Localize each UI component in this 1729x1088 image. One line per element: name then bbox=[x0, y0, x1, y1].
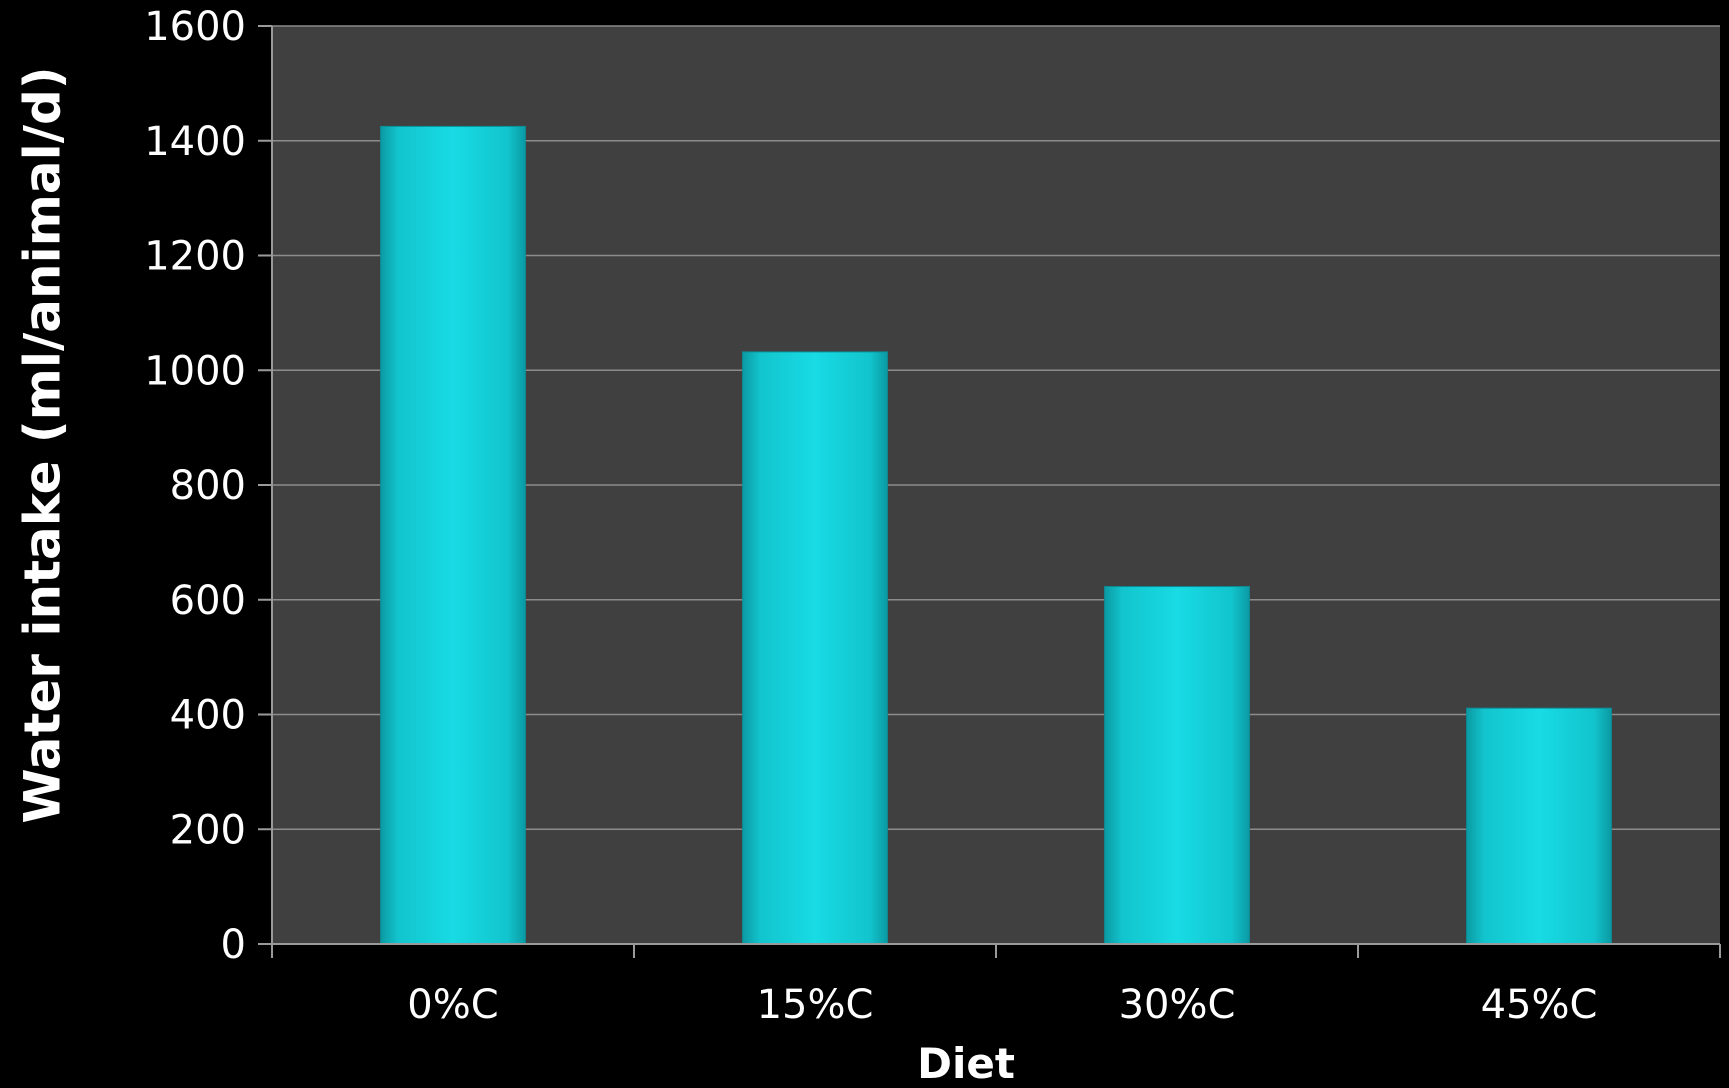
y-axis: 0 200 400 600 800 1000 1200 1400 1600 bbox=[144, 4, 273, 968]
bar-15%C bbox=[742, 351, 888, 945]
y-tick-label: 400 bbox=[170, 693, 246, 739]
y-tick-label: 1000 bbox=[144, 348, 246, 394]
x-tick-label: 30%C bbox=[1119, 982, 1236, 1028]
x-tick-label: 45%C bbox=[1481, 982, 1598, 1028]
y-tick-label: 0 bbox=[221, 922, 246, 968]
bars bbox=[380, 125, 1612, 945]
bar-45%C bbox=[1466, 707, 1612, 945]
y-tick-label: 1400 bbox=[144, 119, 246, 165]
x-tick-label: 15%C bbox=[757, 982, 874, 1028]
x-axis: 0%C 15%C 30%C 45%C bbox=[271, 943, 1721, 1028]
y-tick-label: 1200 bbox=[144, 234, 246, 280]
y-tick-label: 200 bbox=[170, 807, 246, 853]
y-tick-label: 600 bbox=[170, 578, 246, 624]
x-axis-title: Diet bbox=[917, 1039, 1015, 1088]
bar-0%C bbox=[380, 125, 526, 945]
y-axis-title: Water intake (ml/animal/d) bbox=[14, 66, 72, 823]
bar-30%C bbox=[1104, 586, 1250, 945]
y-tick-label: 800 bbox=[170, 463, 246, 509]
x-tick-label: 0%C bbox=[407, 982, 498, 1028]
y-tick-label: 1600 bbox=[144, 4, 246, 50]
